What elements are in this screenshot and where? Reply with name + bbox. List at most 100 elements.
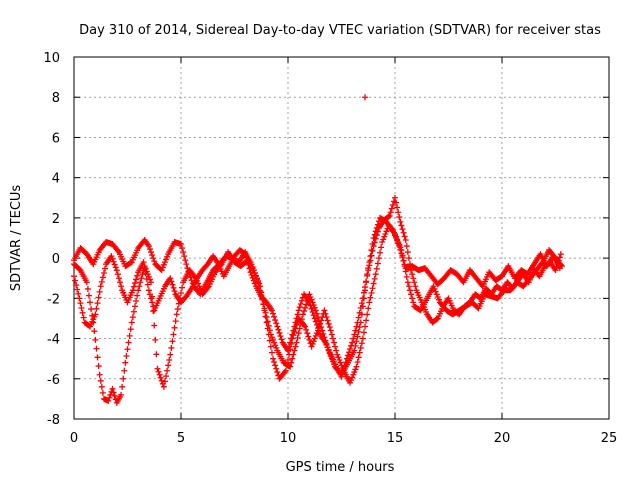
data-point (119, 383, 126, 390)
data-point (349, 374, 356, 381)
data-point (301, 322, 308, 329)
x-tick-label: 15 (387, 431, 404, 446)
data-point (265, 322, 272, 329)
data-point (370, 280, 377, 287)
data-point (379, 239, 386, 246)
data-point (270, 336, 277, 343)
data-point (151, 258, 158, 265)
data-point (366, 262, 373, 269)
data-point (73, 282, 80, 289)
data-point (343, 355, 350, 362)
data-point (197, 285, 204, 292)
data-point (399, 226, 406, 233)
data-point (349, 339, 356, 346)
x-tick-label: 10 (280, 431, 297, 446)
data-point (141, 263, 148, 270)
data-point (122, 359, 129, 366)
data-point (357, 304, 364, 311)
data-point (272, 342, 279, 349)
data-point (146, 246, 153, 253)
data-point (271, 339, 278, 346)
data-point (260, 301, 267, 308)
data-point (150, 255, 157, 262)
data-point (175, 300, 182, 307)
data-point (287, 363, 294, 370)
data-point (395, 209, 402, 216)
data-point (127, 326, 134, 333)
data-point (360, 329, 367, 336)
data-point (179, 284, 186, 291)
data-point (268, 349, 275, 356)
data-point (325, 320, 332, 327)
data-point (368, 252, 375, 259)
y-tick-label: 2 (52, 212, 60, 227)
data-point (289, 355, 296, 362)
data-point (400, 257, 407, 264)
data-point (374, 228, 381, 235)
data-point (111, 392, 118, 399)
data-point (317, 320, 324, 327)
y-tick-label: 0 (52, 252, 60, 267)
data-point (386, 212, 393, 219)
data-point (76, 266, 83, 273)
data-point (354, 319, 361, 326)
data-point (130, 308, 137, 315)
data-point (92, 311, 99, 318)
data-point (271, 359, 278, 366)
data-point (160, 383, 167, 390)
data-point (194, 277, 201, 284)
data-point (397, 218, 404, 225)
data-point (157, 374, 164, 381)
data-point (374, 260, 381, 267)
data-point (173, 311, 180, 318)
data-point (100, 269, 107, 276)
data-point (286, 351, 293, 358)
data-point (372, 271, 379, 278)
series-track-b (71, 194, 564, 380)
data-point (95, 294, 102, 301)
data-point (399, 252, 406, 259)
data-point (94, 300, 101, 307)
data-point (402, 268, 409, 275)
data-point (360, 289, 367, 296)
data-point (291, 328, 298, 335)
data-point (311, 304, 318, 311)
data-point (90, 319, 97, 326)
data-point (338, 373, 345, 380)
data-point (401, 263, 408, 270)
data-point (354, 333, 361, 340)
data-point (146, 276, 153, 283)
data-point (99, 274, 106, 281)
data-point (117, 279, 124, 286)
data-point (371, 239, 378, 246)
data-point (74, 286, 81, 293)
data-point (145, 273, 152, 280)
data-point (402, 237, 409, 244)
data-point (434, 293, 441, 300)
data-point (405, 283, 412, 290)
data-point (171, 288, 178, 295)
data-point (156, 371, 163, 378)
data-point (292, 325, 299, 332)
data-point (394, 236, 401, 243)
data-point (296, 304, 303, 311)
data-point (352, 366, 359, 373)
data-point (192, 275, 199, 282)
data-point (143, 268, 150, 275)
data-point (133, 276, 140, 283)
data-point (87, 299, 94, 306)
data-point (263, 314, 270, 321)
data-point (273, 365, 280, 372)
data-point (410, 275, 417, 282)
y-tick-label: 8 (52, 91, 60, 106)
data-point (297, 300, 304, 307)
data-point (307, 302, 314, 309)
data-point (134, 292, 141, 299)
y-tick-label: -8 (47, 413, 60, 428)
data-point (161, 259, 168, 266)
data-point (265, 331, 272, 338)
data-point (168, 278, 175, 285)
data-point (242, 251, 249, 258)
data-point (294, 311, 301, 318)
data-point (405, 255, 412, 262)
